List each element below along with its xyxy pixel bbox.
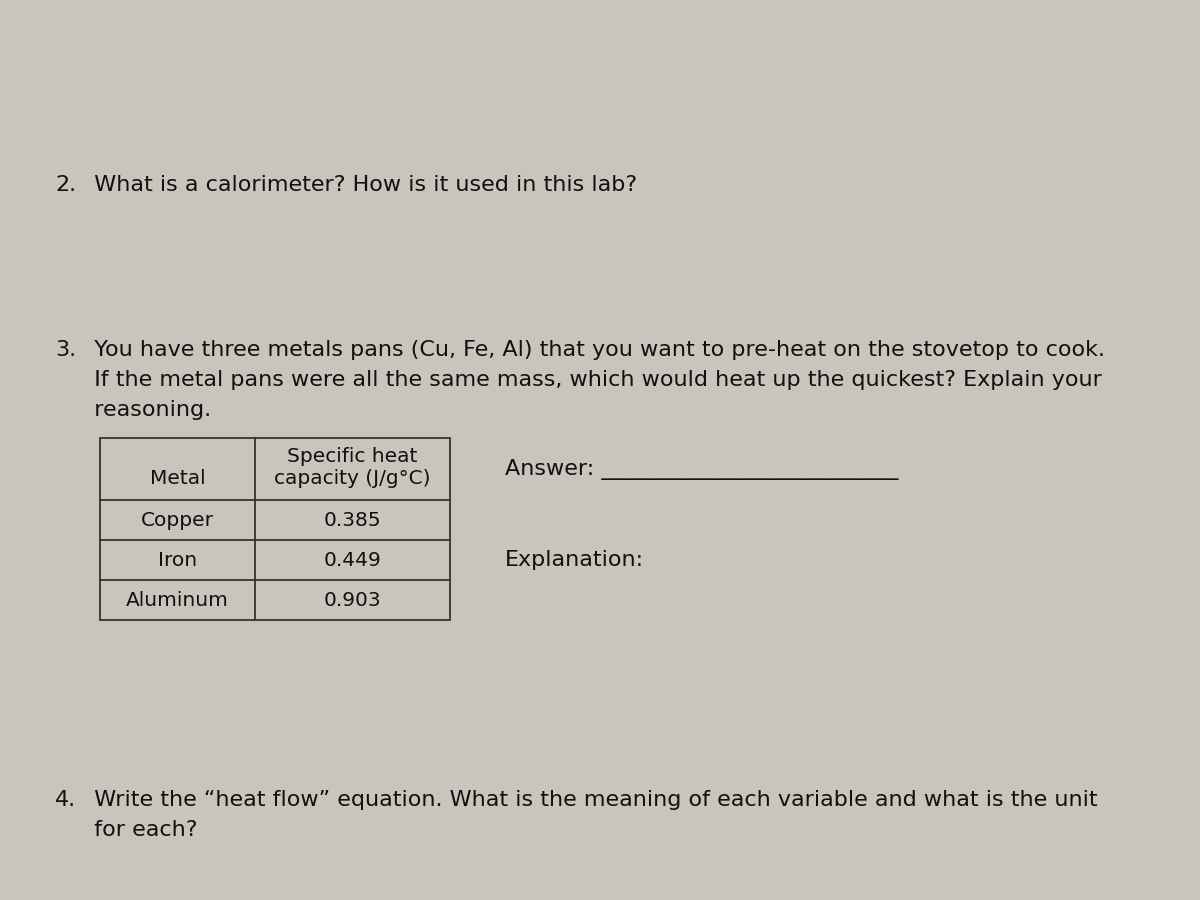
Text: 0.903: 0.903 xyxy=(324,590,382,609)
Text: 0.385: 0.385 xyxy=(324,510,382,529)
Text: Metal: Metal xyxy=(150,469,205,488)
Text: capacity (J/g°C): capacity (J/g°C) xyxy=(275,469,431,488)
Text: Specific heat: Specific heat xyxy=(287,447,418,466)
Text: Aluminum: Aluminum xyxy=(126,590,229,609)
Text: You have three metals pans (Cu, Fe, Al) that you want to pre-heat on the stoveto: You have three metals pans (Cu, Fe, Al) … xyxy=(80,340,1105,360)
Text: Write the “heat flow” equation. What is the meaning of each variable and what is: Write the “heat flow” equation. What is … xyxy=(80,790,1098,810)
Text: 2.: 2. xyxy=(55,175,76,195)
Text: reasoning.: reasoning. xyxy=(80,400,211,420)
Text: What is a calorimeter? How is it used in this lab?: What is a calorimeter? How is it used in… xyxy=(80,175,637,195)
Text: 0.449: 0.449 xyxy=(324,551,382,570)
Text: Copper: Copper xyxy=(142,510,214,529)
Text: Explanation:: Explanation: xyxy=(505,550,644,570)
Text: 4.: 4. xyxy=(55,790,76,810)
Text: If the metal pans were all the same mass, which would heat up the quickest? Expl: If the metal pans were all the same mass… xyxy=(80,370,1102,390)
Text: 3.: 3. xyxy=(55,340,76,360)
Bar xyxy=(100,438,450,620)
Text: Iron: Iron xyxy=(158,551,197,570)
Text: Answer: ___________________________: Answer: ___________________________ xyxy=(505,458,899,480)
Text: for each?: for each? xyxy=(80,820,198,840)
